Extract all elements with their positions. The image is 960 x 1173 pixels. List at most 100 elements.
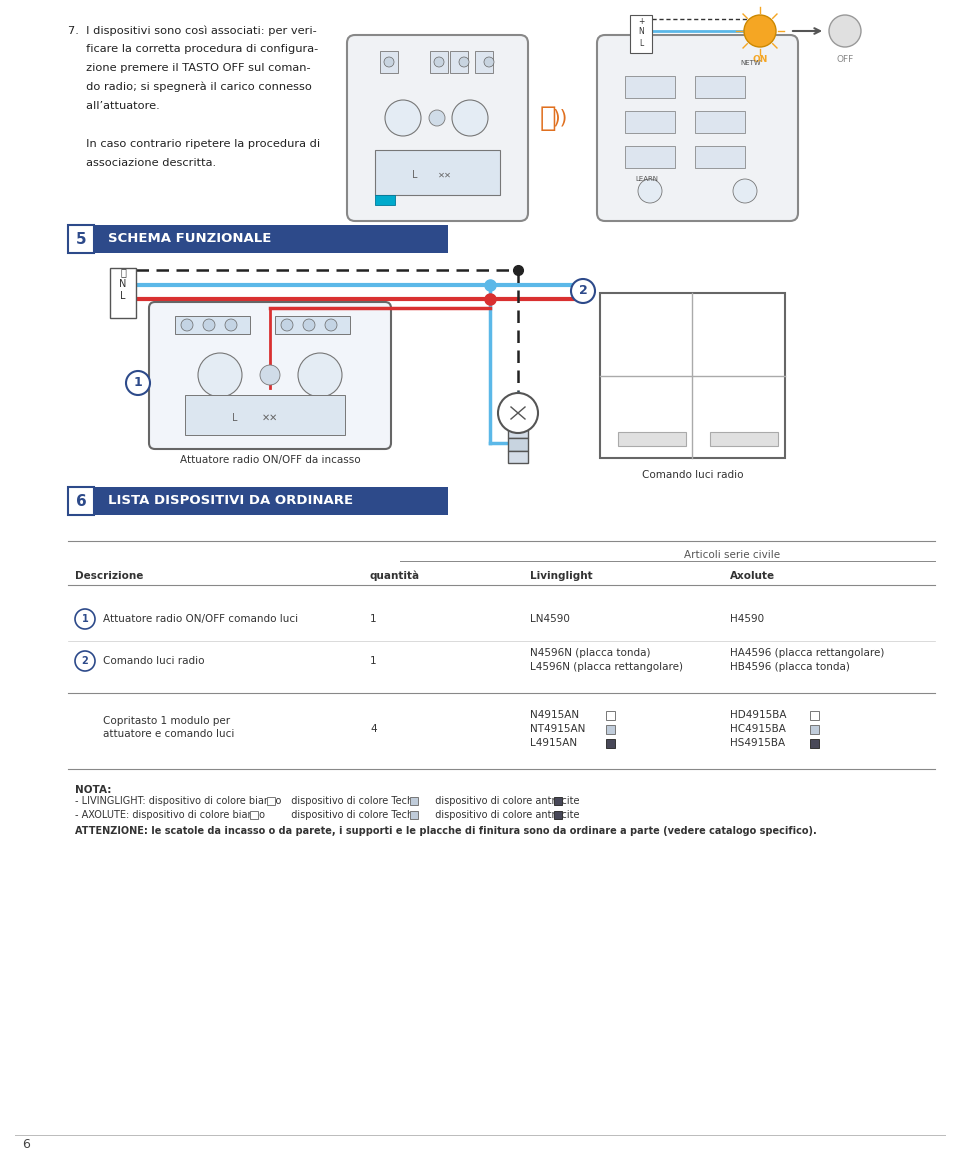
Bar <box>606 725 615 733</box>
Text: dispositivo di colore antracite: dispositivo di colore antracite <box>429 811 580 820</box>
Text: all’attuatore.: all’attuatore. <box>68 101 159 111</box>
Bar <box>430 50 448 73</box>
Bar <box>810 711 819 719</box>
Text: quantità: quantità <box>370 571 420 582</box>
Circle shape <box>126 371 150 395</box>
Circle shape <box>260 365 280 385</box>
Text: In caso contrario ripetere la procedura di: In caso contrario ripetere la procedura … <box>68 138 320 149</box>
Circle shape <box>638 179 662 203</box>
Text: HB4596 (placca tonda): HB4596 (placca tonda) <box>730 662 850 672</box>
Text: 1: 1 <box>370 613 376 624</box>
Text: L: L <box>120 291 126 301</box>
Circle shape <box>744 15 776 47</box>
Circle shape <box>484 57 494 67</box>
Bar <box>810 725 819 733</box>
Circle shape <box>733 179 757 203</box>
Circle shape <box>281 319 293 331</box>
Bar <box>625 111 675 133</box>
Text: Livinglight: Livinglight <box>530 571 592 581</box>
Bar <box>695 111 745 133</box>
Bar <box>450 50 468 73</box>
Circle shape <box>203 319 215 331</box>
Bar <box>600 293 785 457</box>
Text: 6: 6 <box>22 1138 30 1151</box>
Text: attuatore e comando luci: attuatore e comando luci <box>103 728 234 739</box>
Text: L4915AN: L4915AN <box>530 738 577 748</box>
Text: 7.  I dispositivi sono così associati: per veri-: 7. I dispositivi sono così associati: pe… <box>68 25 317 35</box>
Text: N: N <box>119 279 127 289</box>
Bar <box>175 316 250 334</box>
Circle shape <box>434 57 444 67</box>
FancyBboxPatch shape <box>149 301 391 449</box>
Text: L: L <box>412 170 418 179</box>
Circle shape <box>498 393 538 433</box>
Bar <box>508 450 528 463</box>
Text: Comando luci radio: Comando luci radio <box>641 470 743 480</box>
Bar <box>625 145 675 168</box>
Text: 5: 5 <box>76 231 86 246</box>
Circle shape <box>325 319 337 331</box>
Circle shape <box>75 651 95 671</box>
Bar <box>630 15 652 53</box>
Bar <box>710 432 778 446</box>
Text: Attuatore radio ON/OFF da incasso: Attuatore radio ON/OFF da incasso <box>180 455 360 465</box>
Bar <box>625 76 675 99</box>
Text: zione premere il TASTO OFF sul coman-: zione premere il TASTO OFF sul coman- <box>68 63 311 73</box>
Bar <box>94 487 448 515</box>
Bar <box>606 711 615 719</box>
Text: dispositivo di colore Tech: dispositivo di colore Tech <box>285 811 413 820</box>
Text: ⦿: ⦿ <box>540 104 557 133</box>
Text: ATTENZIONE: le scatole da incasso o da parete, i supporti e le placche di finitu: ATTENZIONE: le scatole da incasso o da p… <box>75 826 817 836</box>
Text: SCHEMA FUNZIONALE: SCHEMA FUNZIONALE <box>108 232 272 245</box>
Circle shape <box>384 57 394 67</box>
Circle shape <box>429 110 445 126</box>
Circle shape <box>298 353 342 396</box>
Text: NETW: NETW <box>740 60 760 66</box>
Text: 1: 1 <box>133 377 142 389</box>
Bar <box>618 432 686 446</box>
Text: ficare la corretta procedura di configura-: ficare la corretta procedura di configur… <box>68 45 319 54</box>
Bar <box>554 796 562 805</box>
Text: OFF: OFF <box>836 55 853 65</box>
Bar <box>508 438 528 450</box>
Text: Articoli serie civile: Articoli serie civile <box>684 550 780 560</box>
Circle shape <box>225 319 237 331</box>
Text: NOTA:: NOTA: <box>75 785 111 795</box>
Text: Descrizione: Descrizione <box>75 571 143 581</box>
FancyBboxPatch shape <box>347 35 528 221</box>
Text: associazione descritta.: associazione descritta. <box>68 158 216 168</box>
Bar <box>275 316 350 334</box>
Bar <box>606 739 615 747</box>
Text: 2: 2 <box>579 285 588 298</box>
Text: N4596N (placca tonda): N4596N (placca tonda) <box>530 647 651 658</box>
Bar <box>250 811 258 819</box>
Text: L: L <box>232 413 238 423</box>
FancyBboxPatch shape <box>597 35 798 221</box>
Text: ⏚: ⏚ <box>120 267 126 277</box>
Text: LN4590: LN4590 <box>530 613 570 624</box>
Text: dispositivo di colore antracite: dispositivo di colore antracite <box>429 796 580 806</box>
Bar <box>810 739 819 747</box>
Bar <box>475 50 493 73</box>
Bar <box>185 395 345 435</box>
Text: 1: 1 <box>370 656 376 666</box>
Bar <box>375 195 395 205</box>
Circle shape <box>452 100 488 136</box>
Bar <box>375 150 500 195</box>
Bar <box>68 225 94 253</box>
Text: 2: 2 <box>82 656 88 666</box>
Circle shape <box>303 319 315 331</box>
Text: 6: 6 <box>76 494 86 509</box>
Text: 1: 1 <box>82 613 88 624</box>
Bar <box>110 267 136 318</box>
Circle shape <box>459 57 469 67</box>
Bar <box>508 426 528 438</box>
Text: L4596N (placca rettangolare): L4596N (placca rettangolare) <box>530 662 683 672</box>
Text: Copritasto 1 modulo per: Copritasto 1 modulo per <box>103 716 230 726</box>
Circle shape <box>198 353 242 396</box>
Bar <box>267 796 275 805</box>
Text: HA4596 (placca rettangolare): HA4596 (placca rettangolare) <box>730 647 884 658</box>
Circle shape <box>829 15 861 47</box>
Bar <box>94 225 448 253</box>
Text: NT4915AN: NT4915AN <box>530 724 586 734</box>
